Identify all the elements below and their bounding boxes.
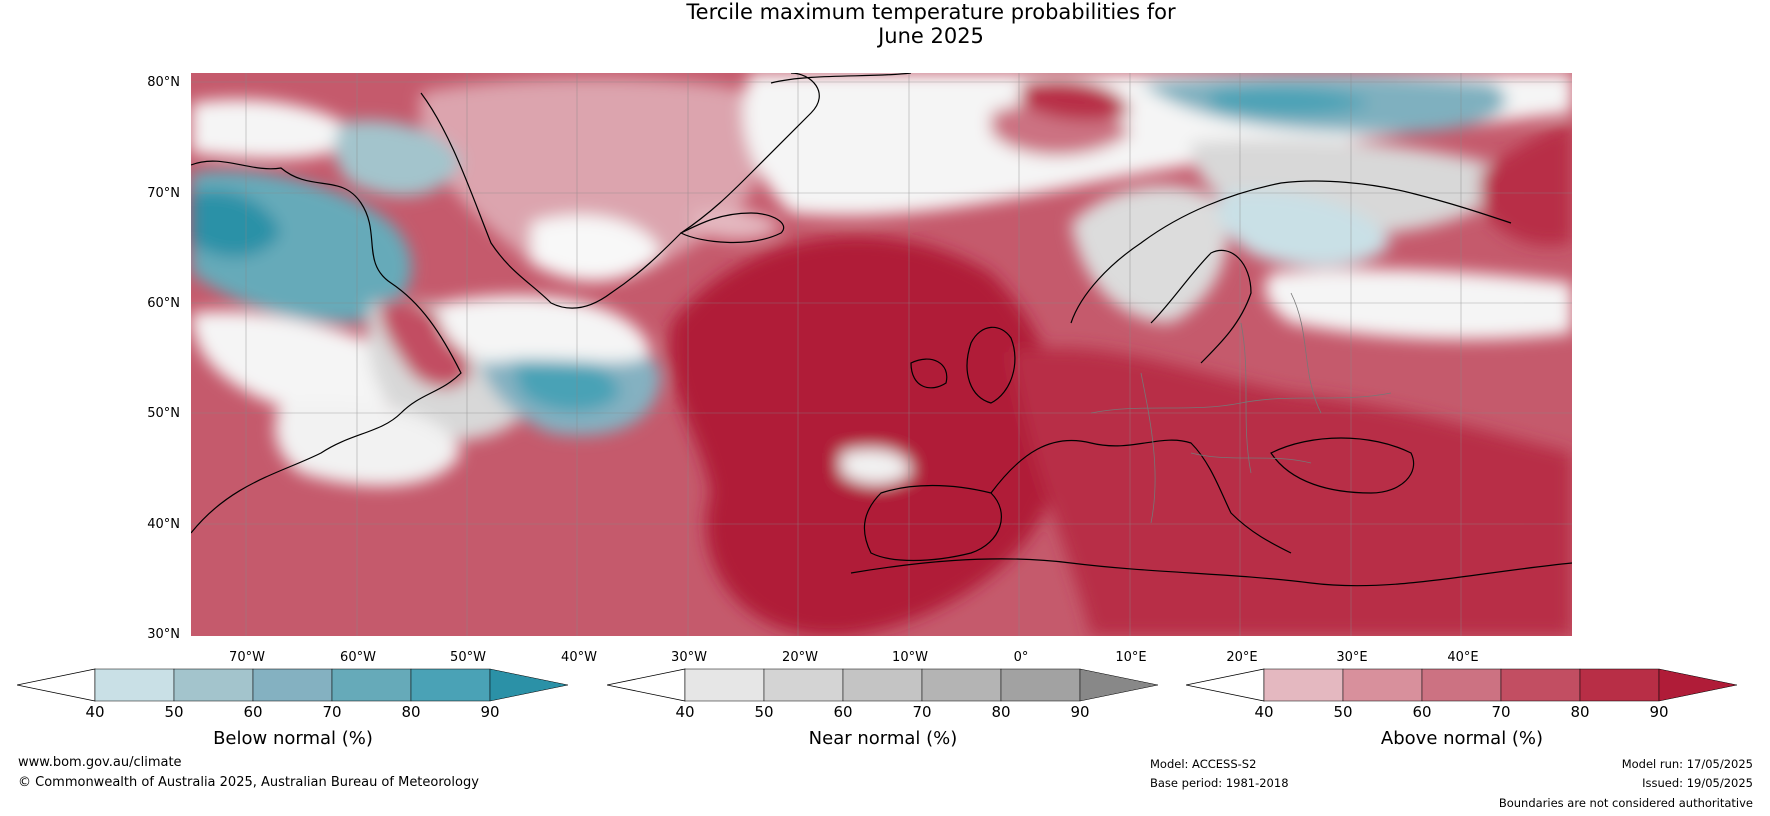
colorbar-tick-label: 40 [1254,703,1274,721]
iberia-white [841,449,911,485]
lon-label-70w: 70°W [229,650,265,665]
atlantic-warm-core [669,235,1059,636]
country-borders [1090,292,1392,524]
colorbar-tick-label: 50 [164,703,184,721]
colorbar-segment [331,668,412,702]
lat-label-30n: 30°N [147,627,180,642]
graticule [191,73,1572,636]
coastlines [191,73,1572,587]
colorbar-tick-label: 60 [243,703,263,721]
colorbar-tick-label: 90 [1070,703,1090,721]
lon-label-30w: 30°W [671,650,707,665]
colorbar-lower-extension [1186,668,1265,702]
lon-label-0: 0° [1013,650,1029,665]
scandinavia-grey [1071,185,1228,323]
colorbar-tick-label: 70 [912,703,932,721]
colorbar-segment [1000,668,1081,702]
footer-copyright: © Commonwealth of Australia 2025, Austra… [18,775,479,790]
colorbar-tick-label: 90 [480,703,500,721]
labrador-red [380,301,471,388]
footer-disclaimer: Boundaries are not considered authoritat… [1498,796,1753,810]
colorbar-tick-label: 60 [833,703,853,721]
finland-teal [1217,190,1391,267]
footer-model: Model: ACCESS-S2 [1150,757,1257,771]
lon-label-20w: 20°W [782,650,818,665]
canada-teal-dark [191,190,281,257]
lat-label-50n: 50°N [147,406,180,421]
barents-teal-dark [1211,87,1371,115]
colorbar-tick-label: 80 [991,703,1011,721]
colorbar-upper-extension [489,668,569,702]
colorbar-segment [94,668,175,702]
iceland-pale [691,208,781,240]
colorbar-segment [1421,668,1502,702]
lon-label-60w: 60°W [340,650,376,665]
lat-label-80n: 80°N [147,75,180,90]
hudson-white [191,311,431,413]
colorbar-tick-label: 50 [754,703,774,721]
colorbar-segment [1579,668,1660,702]
greenland-interior [419,78,768,282]
lon-label-50w: 50°W [450,650,486,665]
colorbar-upper-extension [1658,668,1738,702]
colorbar-tick-label: 70 [1491,703,1511,721]
colorbar-lower-extension [17,668,96,702]
colorbar-segment [1263,668,1344,702]
colorbar-tick-label: 70 [322,703,342,721]
newfoundland-white [275,400,461,487]
lon-label-20e: 20°E [1226,650,1258,665]
nw-russia-white [1265,268,1572,340]
colorbar-segment [684,668,765,702]
baffin-teal [334,120,461,197]
europe-warm-zone [1011,347,1572,636]
colorbar-below-normal [17,668,569,702]
baffin-white [191,99,361,159]
title-line-2: June 2025 [878,24,984,48]
colorbar-tick-label: 60 [1412,703,1432,721]
lon-label-30e: 30°E [1336,650,1368,665]
colorbar-lower-extension [607,668,686,702]
colorbar-label-near: Near normal (%) [808,728,958,749]
russia-red [1481,123,1572,246]
colorbar-tick-label: 50 [1333,703,1353,721]
lon-label-40w: 40°W [561,650,597,665]
colorbar-segment [410,668,491,702]
colorbar-segment [173,668,254,702]
colorbar-segment [842,668,923,702]
colorbar-tick-label: 90 [1649,703,1669,721]
footer-model-run: Model run: 17/05/2025 [1621,757,1753,771]
footer-website: www.bom.gov.au/climate [18,755,182,770]
colorbar-tick-label: 80 [1570,703,1590,721]
colorbar-segment [763,668,844,702]
title-line-1: Tercile maximum temperature probabilitie… [686,0,1176,24]
lon-label-40e: 40°E [1447,650,1479,665]
colorbar-segment [1342,668,1423,702]
colorbar-segment [1500,668,1581,702]
footer-base-period: Base period: 1981-2018 [1150,776,1289,790]
colorbar-near-normal [607,668,1159,702]
colorbar-upper-extension [1079,668,1159,702]
footer-issued: Issued: 19/05/2025 [1642,776,1753,790]
colorbar-tick-label: 80 [401,703,421,721]
lat-label-60n: 60°N [147,296,180,311]
lon-label-10w: 10°W [892,650,928,665]
colorbar-tick-label: 40 [85,703,105,721]
probability-map [191,73,1572,636]
colorbar-tick-label: 40 [675,703,695,721]
colorbar-above-normal [1186,668,1738,702]
colorbar-segment [921,668,1002,702]
map-title: Tercile maximum temperature probabilitie… [0,0,1770,48]
colorbar-label-below: Below normal (%) [213,728,373,749]
nw-atlantic-teal-dark [511,350,621,412]
colorbar-segment [252,668,333,702]
colorbar-label-above: Above normal (%) [1380,728,1544,749]
lon-label-10e: 10°E [1115,650,1147,665]
greenland-white [531,214,661,281]
nw-atlantic-white [438,295,651,363]
svalbard-red [1021,79,1131,121]
lat-label-70n: 70°N [147,186,180,201]
lat-label-40n: 40°N [147,517,180,532]
